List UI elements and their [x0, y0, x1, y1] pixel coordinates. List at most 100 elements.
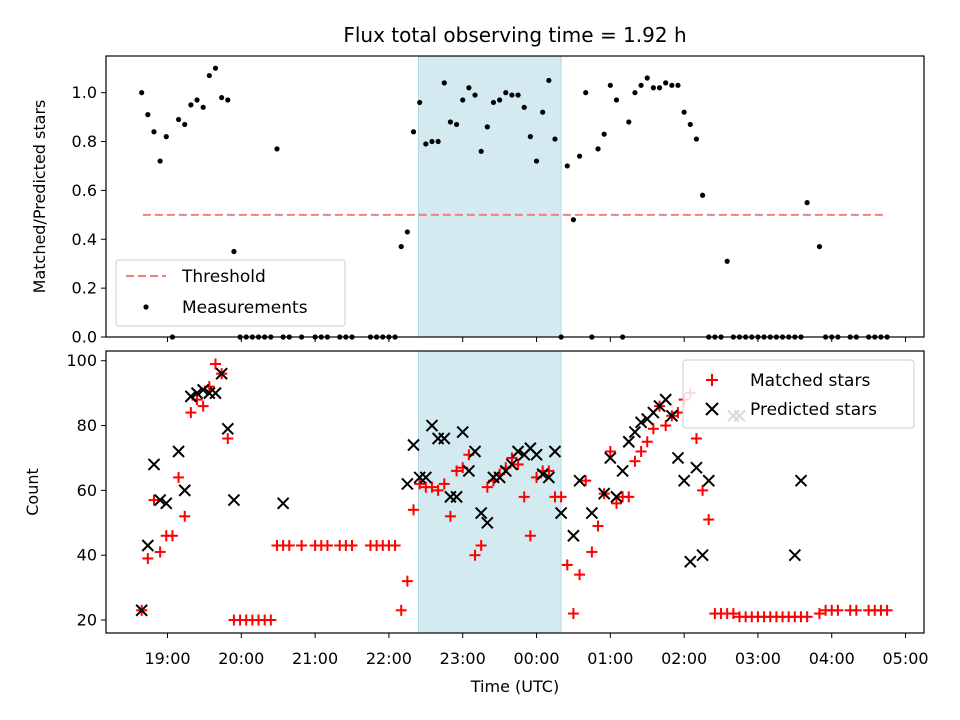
- matched-star-point: [173, 471, 185, 483]
- measurement-point: [194, 97, 200, 103]
- predicted-star-point: [622, 435, 635, 448]
- top-legend: Threshold Measurements: [115, 259, 346, 327]
- predicted-star-point: [788, 548, 802, 562]
- measurement-point: [607, 82, 613, 88]
- matched-star-point: [561, 559, 573, 571]
- xtick-label: 20:00: [218, 649, 264, 668]
- measurement-point: [490, 99, 497, 106]
- predicted-star-point: [196, 383, 210, 397]
- predicted-star-point: [190, 386, 204, 400]
- measurement-point: [175, 116, 182, 123]
- measurement-point: [151, 129, 157, 135]
- measurement-point: [398, 243, 404, 250]
- measurement-point: [546, 77, 552, 84]
- predicted-star-point: [628, 425, 642, 439]
- predicted-star-point: [702, 474, 715, 487]
- measurement-point: [435, 138, 441, 145]
- measurement-point: [139, 90, 145, 96]
- matched-star-point: [727, 608, 739, 620]
- matched-star-point: [512, 458, 524, 470]
- measurement-point: [410, 129, 417, 135]
- top-ytick-label: 0.0: [72, 328, 97, 347]
- matched-star-point: [660, 420, 672, 432]
- bottom-y-axis-label: Count: [23, 468, 42, 516]
- measurement-point: [613, 97, 620, 103]
- matched-star-point: [697, 484, 709, 496]
- measurement-point: [484, 124, 490, 130]
- predicted-star-point: [481, 516, 494, 530]
- predicted-star-point: [425, 419, 439, 432]
- measurement-point: [497, 97, 503, 103]
- matched-star-point: [641, 436, 653, 448]
- matched-star-point: [567, 608, 579, 620]
- measurement-point: [200, 104, 206, 110]
- legend-measurements-label: Measurements: [182, 298, 308, 318]
- measurement-point: [675, 82, 681, 88]
- matched-star-point: [524, 530, 536, 542]
- measurement-point: [219, 94, 225, 101]
- measurement-point: [669, 82, 675, 88]
- matched-star-point: [148, 494, 160, 506]
- measurement-point: [460, 97, 466, 103]
- measurement-point: [515, 92, 521, 98]
- matched-star-point: [690, 433, 702, 445]
- matched-star-point: [881, 604, 893, 616]
- matched-star-point: [586, 546, 598, 558]
- matched-star-point: [647, 423, 659, 435]
- measurement-point: [564, 163, 570, 169]
- matched-star-point: [426, 481, 438, 493]
- matched-star-point: [296, 539, 308, 551]
- measurement-point: [441, 80, 447, 86]
- measurement-point: [687, 121, 693, 128]
- measurement-point: [145, 112, 151, 118]
- bottom-ytick-label: 20: [77, 611, 97, 630]
- matched-star-point: [408, 504, 420, 516]
- predicted-star-point: [153, 493, 167, 507]
- predicted-star-point: [227, 493, 241, 507]
- matched-star-point: [555, 491, 567, 503]
- measurement-point: [163, 134, 169, 140]
- predicted-star-point: [505, 458, 519, 471]
- matched-star-point: [801, 611, 813, 623]
- bottom-legend-box: [682, 359, 915, 429]
- matched-star-point: [209, 358, 221, 370]
- measurement-point: [188, 102, 194, 108]
- matched-star-point: [283, 539, 295, 551]
- predicted-star-point: [536, 467, 549, 481]
- predicted-star-point: [696, 548, 709, 562]
- predicted-star-point: [677, 474, 691, 487]
- measurement-point: [644, 75, 650, 81]
- measurement-point: [417, 99, 423, 106]
- predicted-star-point: [616, 464, 629, 478]
- measurement-point: [509, 92, 515, 98]
- measurement-point: [182, 121, 188, 128]
- predicted-star-point: [141, 539, 155, 552]
- matched-star-point: [346, 539, 358, 551]
- measurement-point: [478, 148, 484, 154]
- matched-star-point: [179, 510, 191, 522]
- predicted-star-point: [665, 409, 679, 423]
- measurement-point: [724, 258, 730, 264]
- predicted-star-point: [548, 445, 562, 458]
- predicted-star-point: [450, 490, 463, 504]
- measurement-point: [429, 138, 435, 145]
- bottom-x-ticks: 19:00 20:00 21:00 22:00 23:00 00:00 01:00 02:00…: [144, 633, 929, 668]
- matched-star-point: [395, 604, 407, 616]
- measurement-point: [681, 109, 687, 115]
- xtick-label: 22:00: [366, 649, 412, 668]
- predicted-star-point: [585, 506, 599, 520]
- legend-measurements-swatch: [143, 304, 149, 310]
- predicted-star-point: [178, 484, 191, 497]
- bottom-axes-frame: [105, 350, 925, 634]
- chart-title: Flux total observing time = 1.92 h: [343, 23, 686, 47]
- top-axes-frame: [105, 55, 925, 338]
- measurement-point: [503, 90, 509, 96]
- matched-star-point: [574, 569, 586, 581]
- measurement-point: [663, 80, 669, 86]
- measurement-point: [595, 146, 601, 152]
- measurement-point: [157, 158, 163, 164]
- matched-star-point: [475, 539, 487, 551]
- matched-star-point: [432, 484, 444, 496]
- top-ytick-label: 1.0: [72, 83, 97, 102]
- measurement-point: [583, 90, 589, 96]
